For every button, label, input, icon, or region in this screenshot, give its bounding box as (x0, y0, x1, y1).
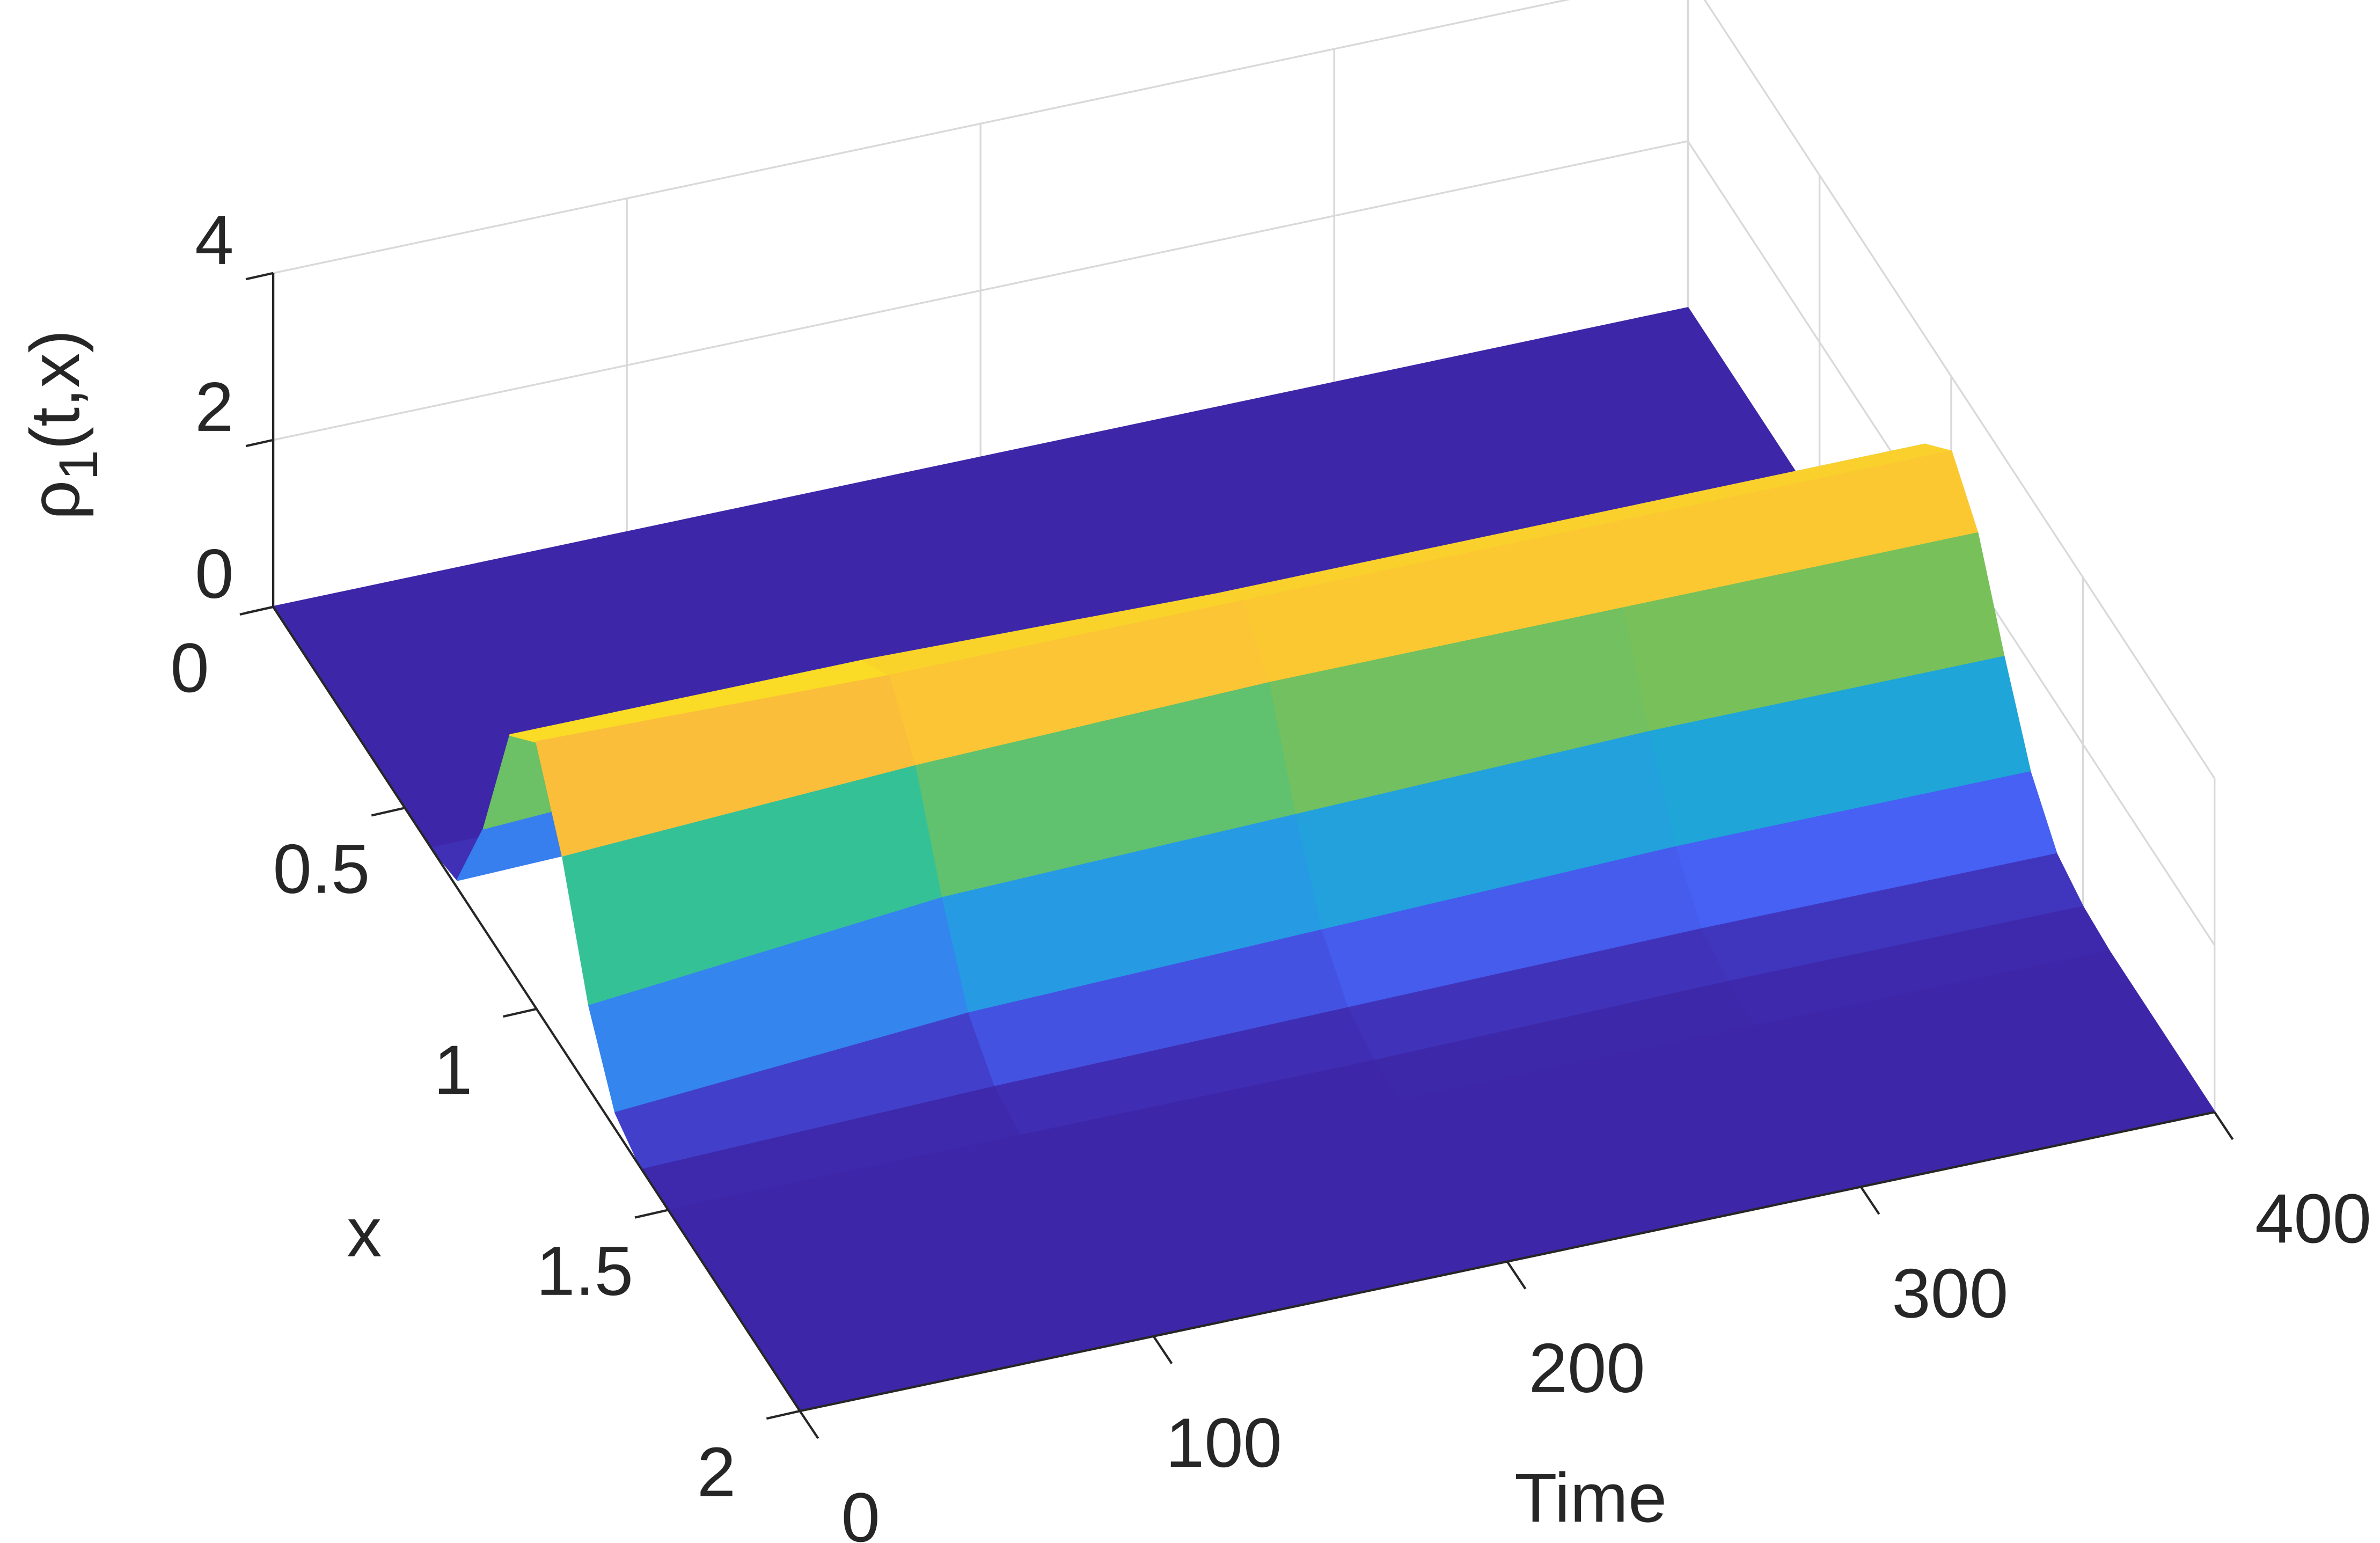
tick-mark (245, 272, 274, 281)
z-tick-label: 0 (195, 535, 233, 613)
tick-mark (634, 1209, 669, 1219)
tick-mark (1859, 1186, 1880, 1215)
time-tick-label: 400 (2255, 1179, 2371, 1257)
grid-line (273, 140, 1688, 441)
grid-line (1703, 0, 2216, 779)
tick-mark (1506, 1261, 1527, 1290)
time-tick-label: 300 (1892, 1254, 2008, 1333)
grid-line (273, 0, 1570, 274)
x-tick-label: 2 (697, 1432, 736, 1511)
x-tick-label: 0 (170, 628, 209, 707)
tick-mark (245, 605, 274, 615)
z-label-subscript: 1 (48, 450, 109, 480)
tick-mark (1152, 1335, 1173, 1364)
time-tick-label: 100 (1166, 1403, 1282, 1482)
z-tick-label: 4 (195, 201, 233, 279)
tick-mark (766, 1409, 801, 1420)
z-axis-label: ρ1(t,x) (16, 330, 109, 520)
x-tick-label: 1.5 (536, 1232, 633, 1310)
z-label-rest: (t,x) (16, 330, 94, 450)
tick-mark (371, 807, 405, 817)
time-axis-label: Time (1514, 1458, 1667, 1537)
tick-mark (503, 1007, 537, 1018)
z-label-symbol: ρ (16, 480, 94, 520)
time-tick-label: 0 (841, 1478, 880, 1543)
x-tick-label: 0.5 (273, 830, 370, 908)
x-axis-label: x (347, 1193, 382, 1271)
x-tick-label: 1 (434, 1030, 472, 1109)
z-tick-label: 2 (195, 368, 233, 446)
time-tick-label: 200 (1529, 1329, 1645, 1407)
tick-mark (2213, 1111, 2234, 1140)
tick-mark (245, 438, 274, 448)
tick-mark (799, 1410, 819, 1439)
